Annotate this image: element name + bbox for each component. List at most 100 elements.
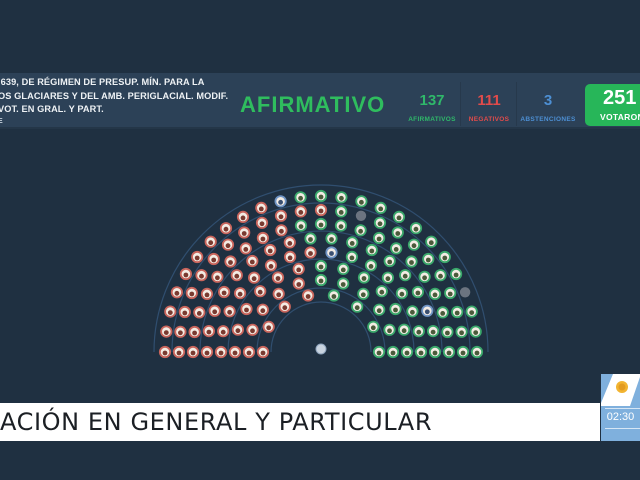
seat: [275, 224, 288, 237]
seat: [292, 277, 305, 290]
seat: [372, 231, 386, 245]
seat: [186, 345, 200, 359]
seat: [375, 285, 388, 298]
seat: [354, 224, 367, 237]
seat: [357, 287, 370, 300]
seat: [195, 269, 208, 282]
seat: [231, 323, 244, 336]
abstenciones-label: ABSTENCIONES: [520, 116, 576, 123]
bill-line-4: E: [0, 117, 3, 125]
seat: [264, 243, 277, 257]
seat: [459, 287, 471, 298]
seat: [304, 246, 317, 259]
seat: [294, 191, 307, 204]
seat: [422, 252, 435, 266]
seat: [240, 302, 253, 316]
seat: [364, 259, 378, 272]
seat: [442, 345, 456, 359]
seat: [407, 238, 421, 251]
seat: [262, 320, 275, 333]
seat: [365, 243, 378, 257]
stat-afirmativos: 137 AFIRMATIVOS: [402, 92, 462, 125]
seat: [278, 300, 291, 313]
seat: [223, 305, 236, 318]
arc-guide: [227, 258, 415, 353]
seat: [397, 323, 411, 336]
seat: [202, 324, 215, 338]
seat: [406, 305, 419, 318]
bill-line-3: VOT. EN GRAL. Y PART.: [0, 104, 104, 114]
seat: [208, 304, 221, 317]
seat: [335, 191, 348, 204]
divider: [460, 82, 461, 126]
stat-abstenciones: 3 ABSTENCIONES: [518, 92, 578, 125]
seat: [325, 232, 338, 245]
seat: [314, 203, 328, 217]
seat: [444, 286, 457, 300]
seat: [178, 305, 191, 319]
hemicycle-seat-chart: [153, 184, 489, 359]
seat: [441, 325, 454, 339]
seat: [345, 250, 358, 263]
seat: [436, 306, 449, 319]
negativos-count: 111: [477, 92, 501, 109]
seat: [314, 217, 328, 231]
divider: [605, 428, 640, 429]
seat: [355, 195, 368, 208]
seat: [327, 289, 340, 302]
seat: [355, 210, 367, 221]
seat: [337, 277, 350, 290]
bill-line-1: .639, DE RÉGIMEN DE PRESUP. MÍN. PARA LA: [0, 77, 205, 87]
seat: [211, 270, 224, 283]
votaron-count: 251: [603, 87, 637, 109]
seat: [373, 303, 386, 316]
seat: [256, 303, 269, 316]
seat: [357, 271, 371, 284]
channel-logo: 02:30: [601, 374, 640, 441]
seat: [256, 345, 270, 359]
vote-header-bar: [0, 73, 640, 129]
clock: 02:30: [606, 411, 635, 423]
seat: [325, 246, 338, 259]
seat: [234, 287, 247, 300]
seat: [421, 304, 434, 317]
seat: [438, 250, 451, 264]
seat: [204, 235, 217, 248]
negativos-label: NEGATIVOS: [468, 116, 510, 123]
seat: [374, 201, 387, 214]
seat: [170, 286, 183, 299]
seat: [274, 195, 287, 208]
lower-third-banner: ACIÓN EN GENERAL Y PARTICULAR: [0, 403, 600, 441]
seat: [470, 345, 484, 359]
seat: [158, 345, 172, 359]
seat: [411, 285, 424, 299]
abstenciones-count: 3: [543, 92, 553, 109]
seat: [239, 242, 252, 255]
seat: [409, 222, 423, 235]
seat: [292, 262, 305, 275]
seat: [373, 216, 387, 229]
votaron-label: VOTARON: [600, 112, 640, 122]
afirmativos-label: AFIRMATIVOS: [408, 116, 456, 123]
seat: [255, 201, 268, 214]
seat: [246, 323, 259, 336]
seat: [283, 236, 296, 249]
seat: [428, 287, 442, 300]
seat: [469, 325, 482, 338]
seat: [314, 259, 328, 273]
seat: [400, 345, 414, 359]
seat: [334, 219, 348, 232]
seat: [188, 325, 201, 339]
seat: [283, 250, 297, 263]
seat: [256, 231, 269, 245]
background-band: [0, 0, 640, 72]
president-seat: [315, 343, 327, 355]
lower-third-title: ACIÓN EN GENERAL Y PARTICULAR: [0, 408, 433, 436]
seat: [455, 325, 468, 338]
seat: [405, 255, 418, 268]
seat: [200, 287, 214, 300]
seat: [389, 302, 402, 316]
seat: [465, 305, 478, 318]
arc-guide: [270, 301, 372, 353]
vote-result: AFIRMATIVO: [240, 92, 386, 117]
